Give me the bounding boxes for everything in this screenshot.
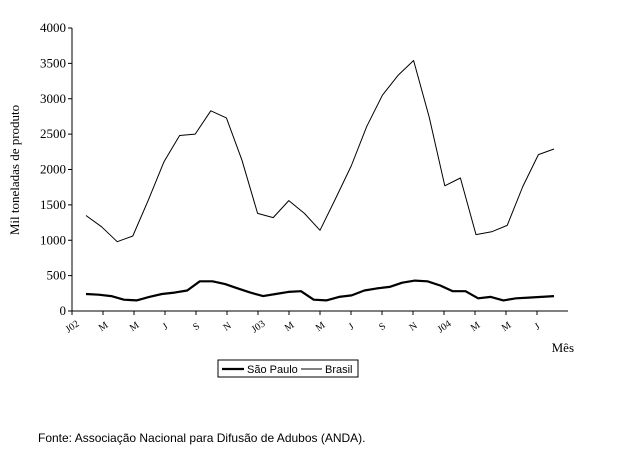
- y-tick-label: 500: [47, 268, 67, 283]
- x-axis-ticks: J02 M M J S N J03 M M J S N J04 M M J: [64, 311, 543, 335]
- x-tick-label: M: [469, 320, 483, 334]
- source-caption: Fonte: Associação Nacional para Difusão …: [38, 431, 366, 445]
- x-tick-label: J: [533, 321, 543, 332]
- x-tick-label: J02: [64, 318, 82, 335]
- x-tick-label: J03: [250, 318, 268, 335]
- series-line-s-o-paulo: [85, 279, 555, 302]
- x-axis-label: Mês: [552, 340, 574, 355]
- x-tick-label: S: [377, 321, 388, 333]
- x-tick-label: M: [128, 320, 142, 334]
- x-tick-label: J04: [436, 318, 454, 335]
- x-tick-label: J: [161, 321, 171, 332]
- y-axis-label: Mil toneladas de produto: [7, 105, 22, 235]
- legend: São Paulo Brasil: [217, 359, 359, 378]
- legend-label-sao-paulo: São Paulo: [247, 364, 298, 376]
- y-tick-label: 4000: [40, 20, 66, 35]
- series-lines: [85, 60, 555, 302]
- x-tick-label: M: [97, 320, 111, 334]
- x-tick-label: J: [347, 321, 357, 332]
- y-tick-label: 2500: [40, 126, 66, 141]
- legend-box: [217, 359, 359, 378]
- x-tick-label: M: [500, 320, 514, 334]
- series-line-brasil: [85, 60, 555, 243]
- x-tick-label: N: [221, 320, 233, 333]
- y-tick-label: 1000: [40, 232, 66, 247]
- x-tick-label: S: [191, 321, 202, 333]
- y-tick-label: 1500: [40, 197, 66, 212]
- y-tick-label: 3000: [40, 91, 66, 106]
- y-tick-label: 2000: [40, 162, 66, 177]
- y-tick-label: 0: [60, 303, 67, 318]
- legend-label-brasil: Brasil: [325, 364, 353, 376]
- x-tick-label: N: [407, 320, 419, 333]
- y-axis-ticks: 0 500 1000 1500 2000 2500 3000 3500 4000: [40, 20, 72, 318]
- x-tick-label: M: [283, 320, 297, 334]
- x-tick-label: M: [314, 320, 328, 334]
- y-tick-label: 3500: [40, 55, 66, 70]
